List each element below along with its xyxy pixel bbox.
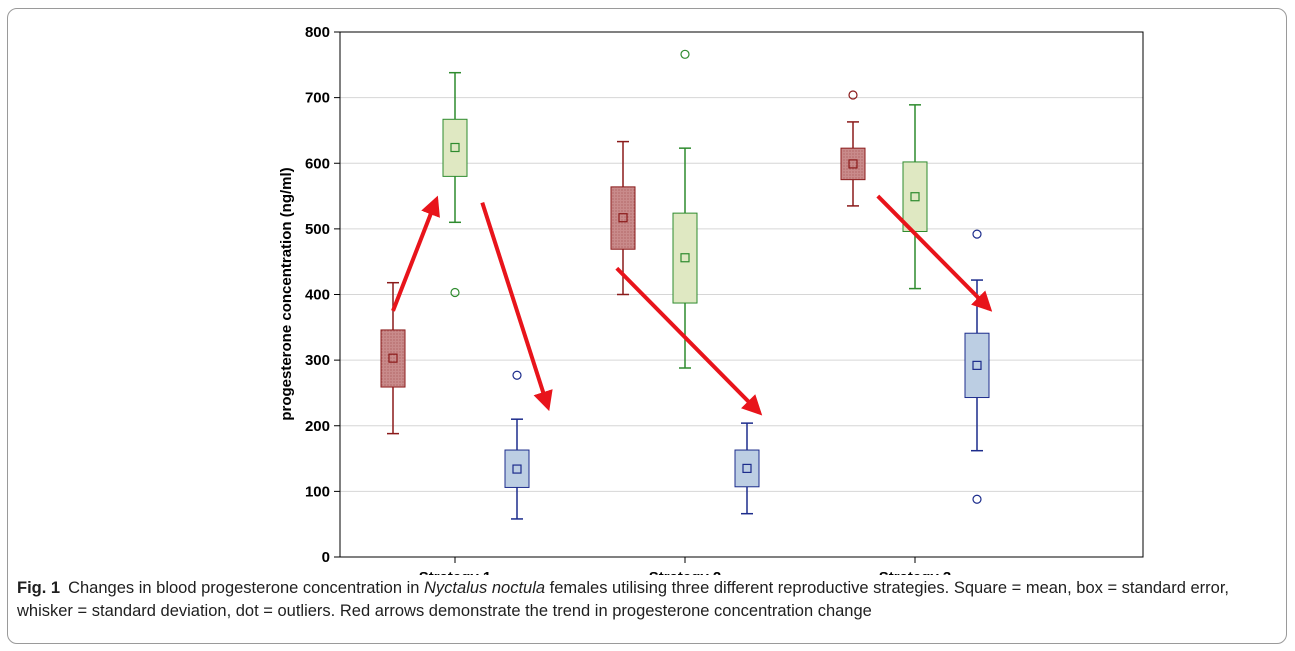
mean-marker bbox=[618, 213, 628, 223]
x-tick-label: Strategy 1 bbox=[419, 569, 492, 575]
y-tick-label: 600 bbox=[305, 155, 330, 172]
y-tick-label: 500 bbox=[305, 221, 330, 238]
y-tick-label: 700 bbox=[305, 90, 330, 107]
x-tick-label: Strategy 3 bbox=[879, 569, 952, 575]
trend-arrows bbox=[391, 194, 993, 416]
y-tick-label: 400 bbox=[305, 287, 330, 304]
y-tick-label: 100 bbox=[305, 483, 330, 500]
gridlines bbox=[340, 97, 1143, 492]
caption-text-after: females utilising three different reprod… bbox=[17, 579, 1229, 620]
outlier-point bbox=[450, 287, 460, 298]
box-group bbox=[902, 104, 928, 290]
caption-text-before: Changes in blood progesterone concentrat… bbox=[68, 579, 420, 597]
se-box bbox=[610, 186, 636, 250]
outlier-point bbox=[972, 494, 982, 504]
mean-marker bbox=[680, 253, 690, 263]
mean-marker bbox=[972, 360, 982, 370]
se-box bbox=[504, 449, 530, 488]
caption-species: Nyctalus noctula bbox=[424, 579, 546, 597]
mean-marker bbox=[388, 353, 398, 363]
se-box bbox=[964, 332, 990, 399]
se-box bbox=[672, 212, 698, 304]
caption-label: Fig. 1 bbox=[17, 579, 61, 597]
figure-caption: Fig. 1 Changes in blood progesterone conc… bbox=[17, 577, 1277, 623]
trend-arrow bbox=[480, 202, 553, 412]
box-group bbox=[442, 71, 468, 298]
se-box bbox=[902, 161, 928, 232]
outlier-point bbox=[680, 49, 690, 59]
y-tick-label: 300 bbox=[305, 352, 330, 369]
se-box bbox=[840, 147, 866, 181]
outlier-point bbox=[512, 370, 522, 380]
mean-marker bbox=[450, 142, 460, 153]
box-group bbox=[504, 370, 530, 520]
se-box bbox=[442, 118, 468, 177]
box-group bbox=[734, 422, 760, 515]
mean-marker bbox=[742, 463, 752, 474]
box-group bbox=[610, 140, 636, 296]
axes: 0 100 200 300 400 500 600 700 800 Strategy 1 Strat… bbox=[305, 24, 1144, 575]
outlier-point bbox=[972, 229, 982, 239]
x-tick-label: Strategy 2 bbox=[649, 569, 722, 575]
y-tick-label: 0 bbox=[322, 549, 330, 566]
plot-area bbox=[339, 31, 1144, 558]
box-plot-chart: 0 100 200 300 400 500 600 700 800 Strategy 1 Strat… bbox=[278, 24, 1144, 575]
y-tick-label: 800 bbox=[305, 24, 330, 41]
box-group bbox=[380, 281, 406, 435]
trend-arrow bbox=[615, 266, 763, 416]
y-axis-label: progesterone concentration (ng/ml) bbox=[278, 167, 295, 420]
trend-arrow bbox=[391, 195, 440, 312]
mean-marker bbox=[512, 464, 522, 474]
figure-frame bbox=[7, 8, 1287, 644]
box-group bbox=[672, 49, 698, 369]
se-box bbox=[380, 329, 406, 388]
se-box bbox=[734, 449, 760, 488]
box-group bbox=[840, 90, 866, 207]
box-group bbox=[964, 229, 990, 504]
mean-marker bbox=[848, 159, 858, 169]
trend-arrow bbox=[876, 194, 993, 312]
outlier-point bbox=[848, 90, 858, 100]
boxes bbox=[380, 49, 990, 520]
mean-marker bbox=[910, 192, 920, 202]
y-tick-label: 200 bbox=[305, 418, 330, 435]
